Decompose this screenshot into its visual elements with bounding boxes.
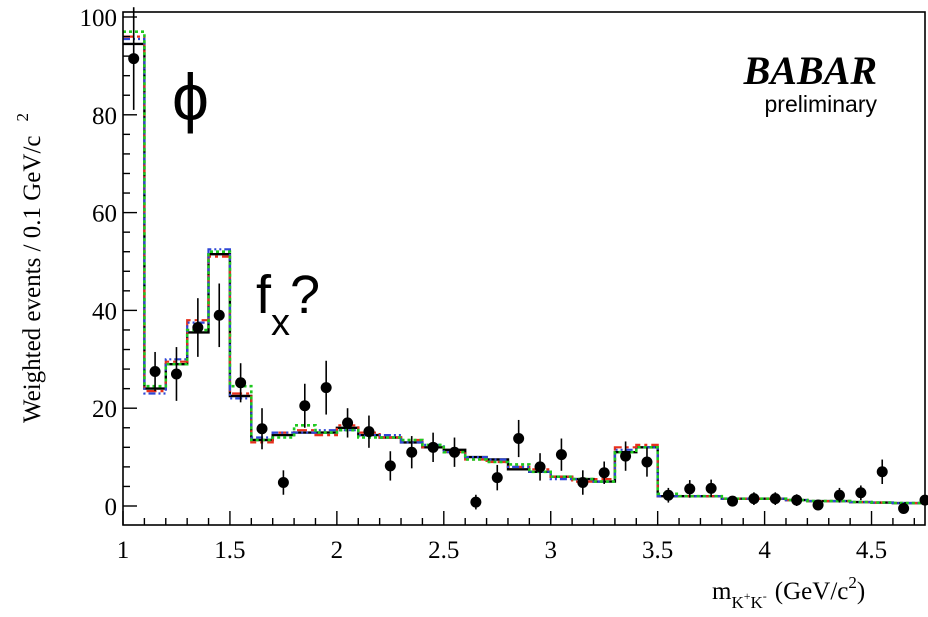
- data-point: [876, 466, 888, 478]
- data-point: [705, 482, 717, 494]
- x-tick-label: 2: [331, 537, 344, 564]
- fx-annotation: fx?: [256, 265, 320, 344]
- data-point: [470, 496, 482, 508]
- data-point: [919, 494, 928, 506]
- x-axis-label: mK+K- (GeV/c2): [712, 573, 865, 612]
- data-point: [769, 493, 781, 505]
- data-point: [598, 467, 610, 479]
- x-tick-label: 4: [758, 537, 771, 564]
- data-point: [791, 494, 803, 506]
- data-point: [192, 322, 204, 334]
- data-point: [513, 433, 525, 445]
- x-tick-label: 3: [544, 537, 557, 564]
- x-tick-label: 3.5: [642, 537, 673, 564]
- y-axis-label: Weighted events / 0.1 GeV/c2: [13, 113, 46, 423]
- y-tick-label: 60: [92, 201, 117, 228]
- x-tick-label: 1.5: [214, 537, 245, 564]
- data-point: [256, 423, 268, 435]
- data-point: [235, 377, 247, 389]
- x-tick-label: 4.5: [856, 537, 887, 564]
- data-point: [662, 489, 674, 501]
- y-tick-label: 0: [105, 494, 118, 521]
- data-point: [363, 426, 375, 438]
- data-point: [812, 499, 824, 511]
- plot-frame: [122, 11, 926, 526]
- data-point: [342, 417, 354, 429]
- data-point: [299, 400, 311, 412]
- x-tick-label: 2.5: [428, 537, 459, 564]
- data-point: [170, 368, 182, 380]
- y-tick-label: 80: [92, 103, 117, 130]
- y-tick-label: 20: [92, 396, 117, 423]
- axes: 1 1.5 2 2.5 3 3.5 4 4.5 0 20 40 60 80 100: [80, 5, 916, 564]
- data-point: [534, 461, 546, 473]
- data-point: [898, 502, 910, 514]
- data-point: [833, 489, 845, 501]
- preliminary-label: preliminary: [765, 91, 878, 117]
- data-point: [427, 441, 439, 453]
- data-point: [406, 446, 418, 458]
- data-point: [149, 366, 161, 378]
- data-points: [128, 7, 928, 514]
- data-point: [320, 382, 332, 394]
- data-point: [855, 487, 867, 499]
- data-point: [213, 309, 225, 321]
- fit-histogram-3: [123, 30, 925, 505]
- babar-logo: BABAR: [743, 48, 877, 93]
- y-tick-label: 100: [80, 5, 118, 32]
- fit-histograms: [123, 30, 925, 505]
- data-point: [684, 483, 696, 495]
- data-point: [277, 477, 289, 489]
- phi-annotation: ϕ: [172, 60, 209, 134]
- data-point: [128, 53, 140, 65]
- data-point: [727, 495, 739, 507]
- data-point: [620, 450, 632, 462]
- data-point: [384, 460, 396, 472]
- data-point: [448, 446, 460, 458]
- data-point: [748, 493, 760, 505]
- x-tick-label: 1: [117, 537, 130, 564]
- y-tick-label: 40: [92, 298, 117, 325]
- y-axis-label-sup: 2: [13, 113, 32, 122]
- data-point: [577, 477, 589, 489]
- data-point: [641, 456, 653, 468]
- data-point: [555, 449, 567, 461]
- data-point: [491, 472, 503, 484]
